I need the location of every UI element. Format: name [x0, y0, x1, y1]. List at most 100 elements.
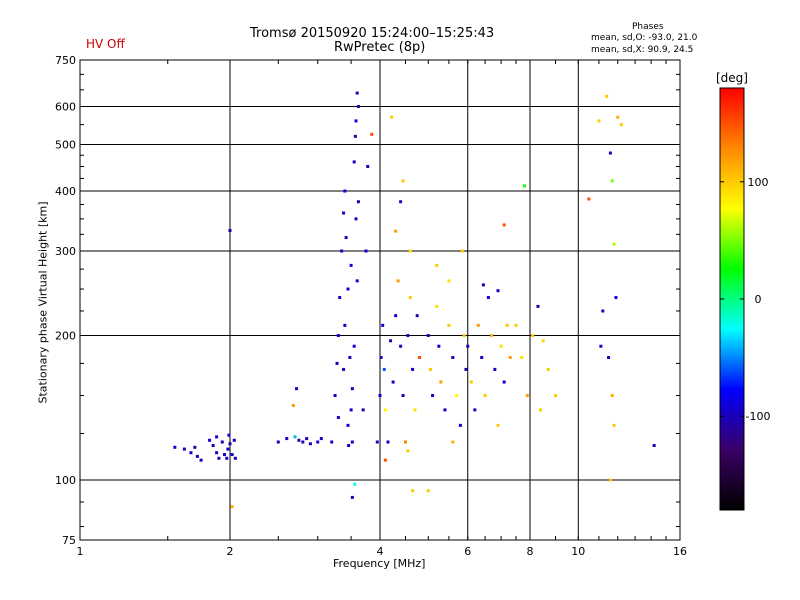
data-point [499, 344, 503, 348]
data-point [350, 387, 354, 391]
data-point [413, 408, 417, 412]
data-point [350, 495, 354, 499]
data-point [514, 323, 518, 327]
stats-title: Phases [632, 22, 664, 32]
data-point [361, 408, 365, 412]
data-point [347, 444, 351, 448]
data-point [539, 408, 543, 412]
data-point [340, 249, 344, 253]
data-point [233, 456, 237, 460]
y-tick-label: 400 [55, 185, 76, 198]
chart-title: Tromsø 20150920 15:24:00–15:25:43 [250, 26, 495, 41]
data-point [344, 236, 348, 240]
data-point [346, 423, 350, 427]
data-point [408, 296, 412, 300]
data-point [383, 458, 387, 462]
data-point [228, 442, 232, 446]
data-point [541, 339, 545, 343]
data-point [342, 367, 346, 371]
data-point [353, 134, 357, 138]
data-point [460, 249, 464, 253]
data-point [343, 189, 347, 193]
data-point [403, 440, 407, 444]
data-point [382, 367, 386, 371]
x-tick-label: 16 [673, 545, 687, 558]
data-point [349, 263, 353, 267]
x-axis-label: Frequency [MHz] [333, 557, 426, 570]
data-point [599, 344, 603, 348]
colorbar-tick-label: 0 [755, 293, 762, 306]
data-point [193, 445, 197, 449]
data-point [276, 440, 280, 444]
x-tick-label: 8 [527, 545, 534, 558]
colorbar-unit: [deg] [716, 71, 748, 85]
x-tick-label: 4 [377, 545, 384, 558]
data-point [226, 447, 230, 451]
data-point [285, 437, 289, 441]
stats-o: mean, sd,O: -93.0, 21.0 [591, 33, 698, 43]
data-point [536, 304, 540, 308]
data-point [343, 323, 347, 327]
data-point [330, 440, 334, 444]
data-point [608, 151, 612, 155]
data-point [389, 339, 393, 343]
x-tick-label: 6 [464, 545, 471, 558]
data-point [375, 440, 379, 444]
data-point [408, 249, 412, 253]
data-point [230, 505, 234, 509]
data-point [352, 344, 356, 348]
y-tick-label: 75 [62, 534, 76, 547]
data-point [173, 445, 177, 449]
data-point [211, 444, 215, 448]
data-point [352, 160, 356, 164]
data-point [493, 367, 497, 371]
data-point [411, 367, 415, 371]
data-point [481, 283, 485, 287]
data-point [301, 440, 305, 444]
data-point [355, 91, 359, 95]
colorbar-tick-label: -100 [746, 410, 771, 423]
data-point [386, 440, 390, 444]
data-point [291, 403, 295, 407]
data-point [195, 454, 199, 458]
data-point [435, 304, 439, 308]
data-point [451, 440, 455, 444]
data-point [308, 442, 312, 446]
data-point [447, 279, 451, 283]
data-point [208, 438, 212, 442]
data-point [336, 415, 340, 419]
data-point [426, 334, 430, 338]
data-point [189, 451, 193, 455]
data-point [293, 435, 297, 439]
y-tick-label: 200 [55, 330, 76, 343]
data-point [523, 184, 527, 188]
data-point [383, 408, 387, 412]
y-tick-label: 300 [55, 245, 76, 258]
data-point [220, 440, 224, 444]
data-point [333, 394, 337, 398]
data-point [356, 200, 360, 204]
data-point [480, 355, 484, 359]
data-point [605, 94, 609, 98]
data-point [199, 458, 203, 462]
data-point [348, 355, 352, 359]
data-point [356, 105, 360, 109]
y-tick-label: 500 [55, 139, 76, 152]
data-point [553, 394, 557, 398]
data-point [601, 309, 605, 313]
data-point [437, 344, 441, 348]
data-point [597, 119, 601, 123]
data-point [319, 437, 323, 441]
data-point [230, 453, 234, 457]
data-point [546, 367, 550, 371]
data-point [378, 394, 382, 398]
data-point [417, 355, 421, 359]
data-point [451, 355, 455, 359]
data-point [455, 394, 459, 398]
data-point [401, 394, 405, 398]
data-point [381, 323, 385, 327]
data-point [316, 440, 320, 444]
data-point [520, 355, 524, 359]
data-point [394, 314, 398, 318]
